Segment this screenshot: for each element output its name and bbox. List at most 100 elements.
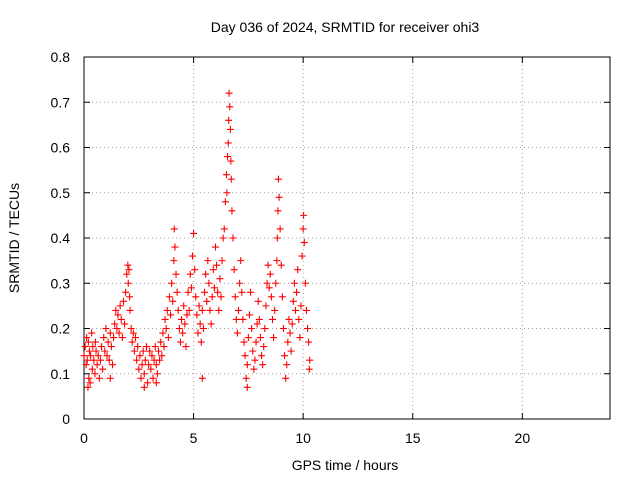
y-tick-label: 0.4 <box>51 230 71 246</box>
data-point <box>110 334 118 342</box>
x-tick-label: 10 <box>295 430 311 446</box>
data-point <box>219 234 227 242</box>
data-point <box>135 365 143 373</box>
data-point <box>285 315 293 323</box>
data-point <box>193 311 201 319</box>
data-point <box>301 279 309 287</box>
data-point <box>239 315 247 323</box>
data-point <box>145 361 153 369</box>
y-tick-label: 0.6 <box>51 140 71 156</box>
data-point <box>283 361 291 369</box>
data-point <box>190 229 198 237</box>
data-point <box>85 347 93 355</box>
data-point <box>302 306 310 314</box>
data-point <box>203 297 211 305</box>
data-point <box>191 266 199 274</box>
data-point <box>124 279 132 287</box>
y-tick-label: 0.2 <box>51 321 71 337</box>
data-point <box>241 352 249 360</box>
data-point <box>271 306 279 314</box>
data-point <box>214 288 222 296</box>
data-point <box>306 356 314 364</box>
y-tick-label: 0.5 <box>51 185 71 201</box>
data-point <box>295 315 303 323</box>
data-point <box>133 356 141 364</box>
data-point <box>204 257 212 265</box>
data-point <box>185 306 193 314</box>
y-tick-label: 0 <box>62 411 70 427</box>
data-point <box>163 306 171 314</box>
data-point <box>254 297 262 305</box>
data-point <box>124 261 132 269</box>
data-point <box>171 243 179 251</box>
data-point <box>92 347 100 355</box>
data-point <box>226 125 234 133</box>
data-point <box>121 320 129 328</box>
data-point <box>289 297 297 305</box>
x-tick-label: 20 <box>515 430 531 446</box>
data-point <box>213 261 221 269</box>
data-point <box>209 266 217 274</box>
data-point <box>162 325 170 332</box>
data-point <box>286 329 294 337</box>
data-point <box>273 234 281 242</box>
data-point <box>258 352 266 360</box>
data-point <box>260 343 268 351</box>
data-point <box>275 193 283 201</box>
data-point <box>252 338 260 346</box>
data-point <box>201 288 209 296</box>
data-point <box>305 365 313 373</box>
data-point <box>144 379 152 387</box>
data-point <box>107 343 115 351</box>
data-point <box>222 171 230 179</box>
data-point <box>253 320 261 328</box>
data-point <box>142 343 150 351</box>
data-point <box>227 175 235 183</box>
data-point <box>175 325 183 332</box>
data-point <box>136 352 144 360</box>
data-point <box>256 334 264 342</box>
data-point <box>140 383 148 391</box>
data-point <box>183 311 191 319</box>
data-point <box>101 347 109 355</box>
data-point <box>106 329 114 337</box>
data-point <box>99 365 107 373</box>
data-point <box>240 338 248 346</box>
data-point <box>181 320 189 328</box>
data-point <box>115 329 123 337</box>
data-point <box>151 343 159 351</box>
data-point <box>298 252 306 260</box>
data-point <box>84 383 92 391</box>
data-point <box>91 370 99 378</box>
data-point <box>87 352 95 360</box>
data-point <box>243 383 251 391</box>
data-point <box>80 352 88 360</box>
data-point <box>161 315 169 323</box>
data-point <box>129 329 137 337</box>
data-point <box>277 261 285 269</box>
data-point <box>159 329 167 337</box>
data-point <box>130 347 138 355</box>
data-point <box>300 239 308 247</box>
data-point <box>83 334 91 342</box>
data-point <box>146 347 154 355</box>
data-point <box>270 334 278 342</box>
data-point <box>88 365 96 373</box>
data-point <box>216 275 224 283</box>
data-point <box>274 175 282 183</box>
data-point <box>125 266 133 274</box>
data-point <box>249 347 257 355</box>
data-point <box>245 311 253 319</box>
data-point <box>139 347 147 355</box>
data-point <box>224 139 232 147</box>
data-point <box>304 325 312 332</box>
data-point <box>202 270 210 278</box>
data-point <box>297 302 305 310</box>
data-point <box>84 338 92 346</box>
data-point <box>248 325 256 332</box>
data-point <box>274 207 282 215</box>
data-point <box>138 361 146 369</box>
data-point <box>284 338 292 346</box>
data-point <box>123 270 131 278</box>
data-point <box>91 338 99 346</box>
